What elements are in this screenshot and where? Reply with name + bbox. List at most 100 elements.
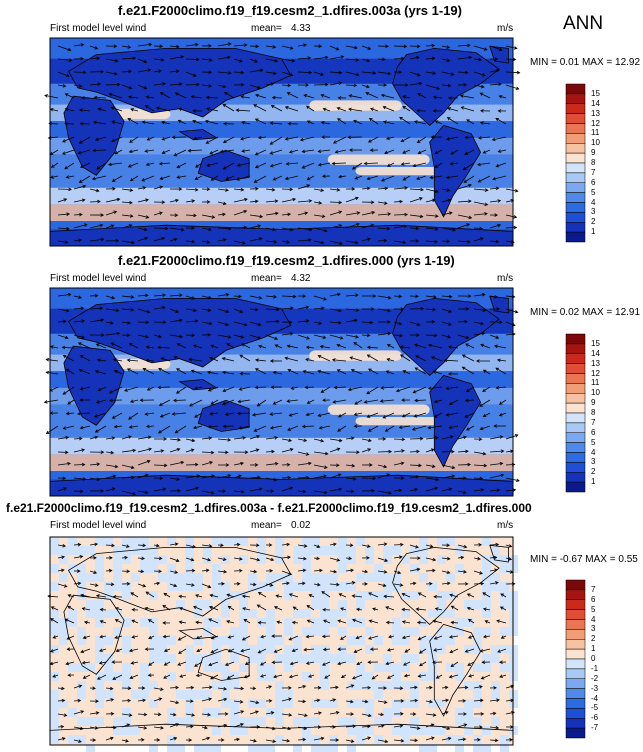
diff-cell	[401, 735, 410, 744]
wind-vector	[393, 225, 407, 229]
wind-arrowhead	[292, 606, 297, 610]
wind-arrowhead	[268, 543, 273, 547]
wind-arrowhead	[227, 649, 232, 653]
wind-arrowhead	[255, 93, 259, 98]
diff-cell	[122, 618, 131, 627]
diff-cell	[68, 735, 77, 744]
diff-cell	[473, 744, 482, 752]
coastline	[392, 297, 500, 376]
colorbar-tick-label: 4	[591, 447, 596, 457]
wind-arrowhead	[338, 224, 343, 228]
wind-vector	[297, 44, 307, 47]
wind-arrowhead	[227, 438, 232, 442]
wind-arrowhead	[180, 227, 185, 232]
wind-arrowhead	[353, 649, 358, 653]
wind-arrowhead	[484, 202, 489, 206]
wind-vector	[416, 608, 427, 611]
wind-arrowhead	[336, 188, 341, 192]
wind-vector	[67, 399, 75, 405]
wind-arrowhead	[195, 486, 200, 491]
diff-cell	[392, 618, 401, 627]
wind-arrowhead	[130, 108, 134, 112]
wind-arrowhead	[434, 164, 439, 168]
coastline	[392, 546, 500, 625]
diff-cell	[410, 627, 419, 636]
wind-vector	[281, 240, 290, 243]
diff-cell	[257, 546, 266, 555]
wind-vector	[265, 739, 276, 743]
diff-cell	[329, 618, 338, 627]
wind-arrowhead	[340, 674, 345, 679]
wind-vector	[254, 175, 267, 183]
wind-arrowhead	[208, 70, 213, 75]
wind-vector	[473, 227, 483, 229]
wind-arrowhead	[64, 166, 68, 170]
wind-vector	[73, 307, 84, 310]
diff-cell	[140, 618, 149, 627]
wind-arrowhead	[479, 92, 484, 96]
wind-arrowhead	[451, 449, 455, 454]
wind-arrowhead	[467, 662, 471, 666]
wind-vector	[50, 648, 59, 653]
wind-arrowhead	[160, 449, 165, 453]
diff-cell	[95, 609, 104, 618]
wind-vector	[222, 386, 235, 392]
wind-vector	[333, 399, 347, 403]
wind-arrowhead	[499, 606, 504, 610]
map-panel-3	[47, 536, 518, 752]
wind-arrowhead	[382, 583, 387, 588]
diff-cell	[455, 717, 464, 726]
colorbar-tick-label: 15	[591, 88, 600, 98]
wind-vector	[255, 359, 267, 362]
diff-cell	[149, 654, 158, 663]
wind-vector	[483, 635, 491, 638]
wind-arrowhead	[340, 55, 345, 59]
wind-vector	[169, 83, 182, 86]
colorbar-box	[565, 412, 586, 424]
diff-cell	[410, 717, 419, 726]
wind-vector	[409, 726, 420, 729]
wind-arrowhead	[337, 619, 342, 623]
wind-arrowhead	[495, 239, 500, 244]
wind-arrowhead	[372, 294, 377, 298]
wind-vector	[121, 240, 135, 244]
wind-arrowhead	[514, 309, 519, 314]
wind-arrowhead	[96, 462, 101, 466]
wind-vector	[249, 225, 261, 229]
wind-vector	[129, 136, 139, 143]
wind-vector	[50, 108, 59, 112]
wind-arrowhead	[143, 85, 148, 90]
wind-vector	[361, 438, 372, 442]
diff-cell	[410, 690, 419, 699]
wind-arrowhead	[400, 712, 404, 716]
diff-cell	[455, 663, 464, 672]
wind-arrowhead	[482, 634, 487, 639]
wind-arrowhead	[94, 369, 99, 374]
wind-arrowhead	[99, 306, 104, 311]
wind-arrowhead	[163, 592, 168, 597]
wind-vector	[217, 188, 229, 191]
wind-arrowhead	[467, 43, 471, 48]
wind-vector	[153, 698, 162, 702]
diff-cell	[230, 591, 239, 600]
wind-arrowhead	[447, 107, 452, 111]
wind-arrowhead	[99, 648, 103, 652]
diff-cell	[455, 672, 464, 681]
wind-arrowhead	[445, 386, 450, 391]
wind-vector	[121, 321, 131, 324]
wind-arrowhead	[163, 675, 167, 679]
wind-vector	[451, 621, 459, 624]
wind-vector	[185, 487, 199, 492]
wind-vector	[418, 149, 427, 154]
wind-arrowhead	[252, 686, 257, 691]
wind-arrowhead	[254, 385, 259, 390]
wind-arrowhead	[303, 647, 308, 652]
wind-arrowhead	[146, 387, 151, 391]
panel-3-mean-label: mean=	[251, 520, 282, 531]
wind-arrowhead	[404, 186, 409, 190]
wind-vector	[308, 674, 315, 678]
wind-vector	[365, 92, 379, 99]
wind-arrowhead	[178, 107, 183, 112]
wind-arrowhead	[445, 137, 450, 141]
diff-cell	[158, 654, 167, 663]
